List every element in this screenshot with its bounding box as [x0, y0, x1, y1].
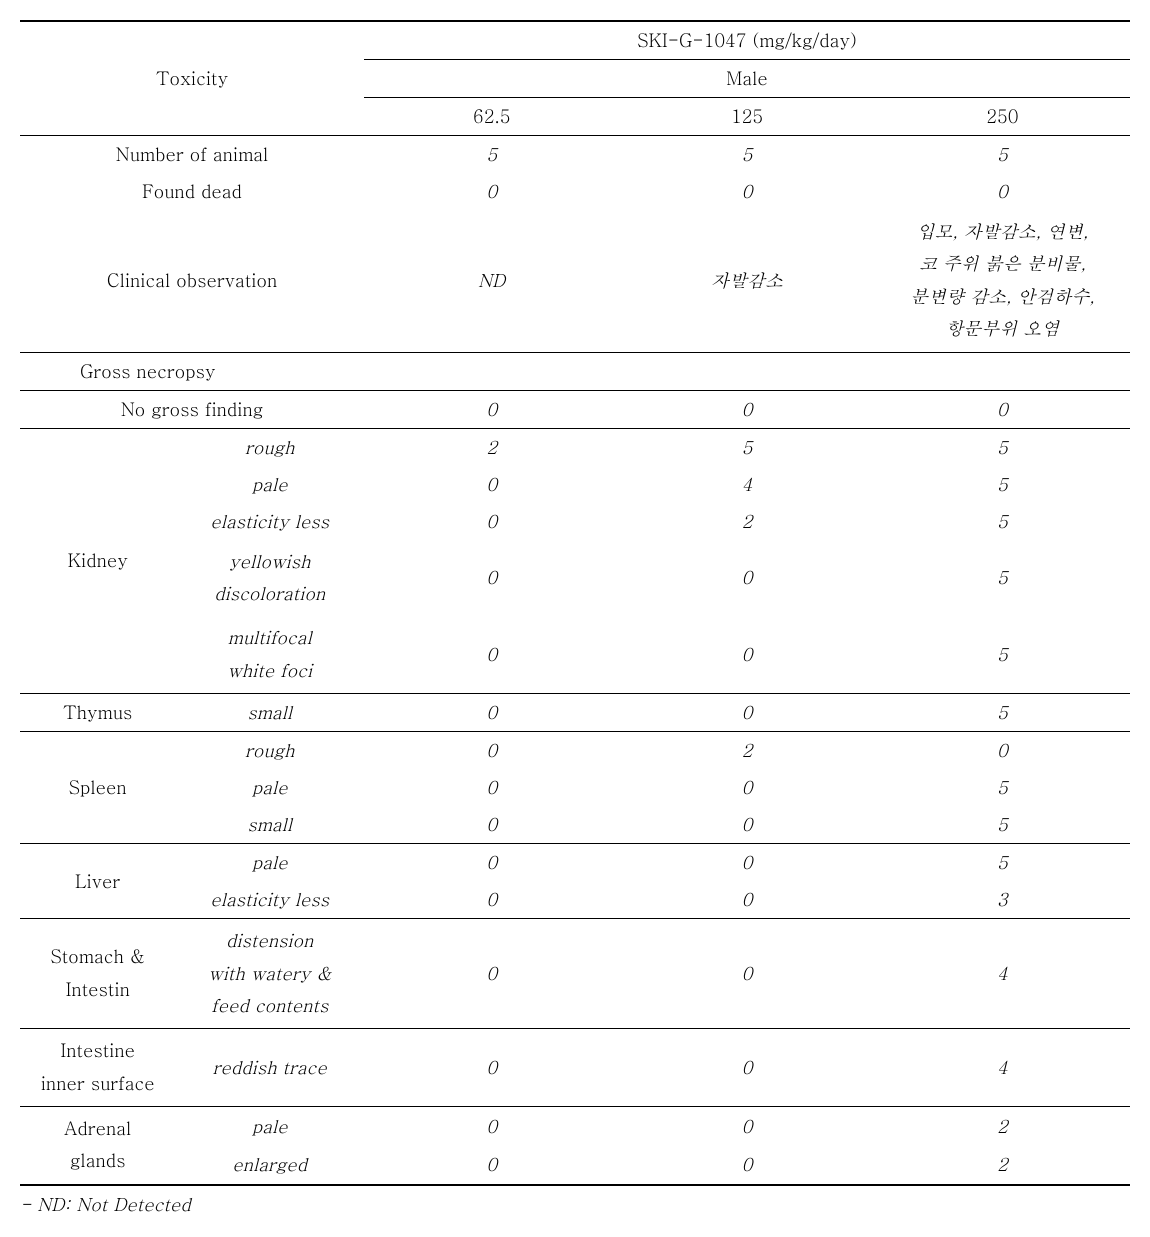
spleen-f1-v0: 0: [364, 769, 619, 806]
num-animal-2: 5: [875, 136, 1130, 174]
adrenal-f1: enlarged: [175, 1145, 364, 1184]
dose-0: 62.5: [364, 98, 619, 136]
stomach-f0-v0: 0: [364, 919, 619, 1029]
header-toxicity: Toxicity: [20, 21, 364, 136]
adrenal-f1-v0: 0: [364, 1145, 619, 1184]
spleen-f2: small: [175, 806, 364, 844]
spleen-f1-v1: 0: [619, 769, 874, 806]
stomach-f0: distensionwith watery &feed contents: [175, 919, 364, 1029]
clinical-0: ND: [364, 210, 619, 352]
kidney-f3-v1: 0: [619, 540, 874, 617]
clinical-1: 자발감소: [619, 210, 874, 352]
clinical-2: 입모, 자발감소, 연변,코 주위 붉은 분비물,분변량 감소, 안검하수,항문…: [875, 210, 1130, 352]
kidney-f4-v0: 0: [364, 616, 619, 693]
gross-necropsy-label: Gross necropsy: [20, 352, 364, 390]
intestine-inner-f0-v2: 4: [875, 1029, 1130, 1107]
no-gross-0: 0: [364, 390, 619, 428]
kidney-f3-v2: 5: [875, 540, 1130, 617]
thymus-f0-v2: 5: [875, 694, 1130, 732]
liver-f1-v1: 0: [619, 881, 874, 919]
spleen-f2-v2: 5: [875, 806, 1130, 844]
liver-f1-v2: 3: [875, 881, 1130, 919]
kidney-f1-v1: 4: [619, 466, 874, 503]
kidney-label: Kidney: [20, 428, 175, 694]
kidney-f0-v2: 5: [875, 428, 1130, 466]
adrenal-f0-v0: 0: [364, 1107, 619, 1146]
liver-f1-v0: 0: [364, 881, 619, 919]
liver-f0-v1: 0: [619, 844, 874, 882]
liver-f1: elasticity less: [175, 881, 364, 919]
liver-f0: pale: [175, 844, 364, 882]
spleen-f0-v2: 0: [875, 732, 1130, 770]
stomach-f0-v2: 4: [875, 919, 1130, 1029]
kidney-f0: rough: [175, 428, 364, 466]
num-animal-label: Number of animal: [20, 136, 364, 174]
liver-f0-v2: 5: [875, 844, 1130, 882]
header-sex: Male: [364, 60, 1130, 98]
thymus-label: Thymus: [20, 694, 175, 732]
num-animal-0: 5: [364, 136, 619, 174]
thymus-f0-v0: 0: [364, 694, 619, 732]
no-gross-1: 0: [619, 390, 874, 428]
spleen-f0-v1: 2: [619, 732, 874, 770]
kidney-f4-v1: 0: [619, 616, 874, 693]
kidney-f2-v0: 0: [364, 503, 619, 540]
adrenal-f0-v1: 0: [619, 1107, 874, 1146]
stomach-label: Stomach &Intestin: [20, 919, 175, 1029]
stomach-f0-v1: 0: [619, 919, 874, 1029]
intestine-inner-f0: reddish trace: [175, 1029, 364, 1107]
adrenal-f0: pale: [175, 1107, 364, 1146]
spleen-f2-v0: 0: [364, 806, 619, 844]
dose-2: 250: [875, 98, 1130, 136]
num-animal-1: 5: [619, 136, 874, 174]
found-dead-label: Found dead: [20, 173, 364, 210]
adrenal-label: Adrenalglands: [20, 1107, 175, 1185]
liver-f0-v0: 0: [364, 844, 619, 882]
kidney-f4-v2: 5: [875, 616, 1130, 693]
spleen-f0-v0: 0: [364, 732, 619, 770]
clinical-label: Clinical observation: [20, 210, 364, 352]
kidney-f3: yellowishdiscoloration: [175, 540, 364, 617]
header-compound: SKI-G-1047 (mg/kg/day): [364, 21, 1130, 60]
intestine-inner-f0-v0: 0: [364, 1029, 619, 1107]
found-dead-0: 0: [364, 173, 619, 210]
spleen-f1: pale: [175, 769, 364, 806]
adrenal-f0-v2: 2: [875, 1107, 1130, 1146]
thymus-f0-v1: 0: [619, 694, 874, 732]
toxicity-table: Toxicity SKI-G-1047 (mg/kg/day) Male 62.…: [20, 20, 1130, 1186]
footnote: - ND: Not Detected: [20, 1186, 1130, 1217]
kidney-f2-v2: 5: [875, 503, 1130, 540]
kidney-f0-v0: 2: [364, 428, 619, 466]
kidney-f2-v1: 2: [619, 503, 874, 540]
found-dead-2: 0: [875, 173, 1130, 210]
spleen-f0: rough: [175, 732, 364, 770]
dose-1: 125: [619, 98, 874, 136]
spleen-label: Spleen: [20, 732, 175, 844]
adrenal-f1-v2: 2: [875, 1145, 1130, 1184]
kidney-f2: elasticity less: [175, 503, 364, 540]
kidney-f1-v2: 5: [875, 466, 1130, 503]
liver-label: Liver: [20, 844, 175, 919]
intestine-inner-label: Intestineinner surface: [20, 1029, 175, 1107]
thymus-f0: small: [175, 694, 364, 732]
spleen-f2-v1: 0: [619, 806, 874, 844]
found-dead-1: 0: [619, 173, 874, 210]
kidney-f4: multifocalwhite foci: [175, 616, 364, 693]
kidney-f3-v0: 0: [364, 540, 619, 617]
adrenal-f1-v1: 0: [619, 1145, 874, 1184]
spleen-f1-v2: 5: [875, 769, 1130, 806]
intestine-inner-f0-v1: 0: [619, 1029, 874, 1107]
kidney-f0-v1: 5: [619, 428, 874, 466]
no-gross-2: 0: [875, 390, 1130, 428]
kidney-f1: pale: [175, 466, 364, 503]
kidney-f1-v0: 0: [364, 466, 619, 503]
no-gross-label: No gross finding: [20, 390, 364, 428]
